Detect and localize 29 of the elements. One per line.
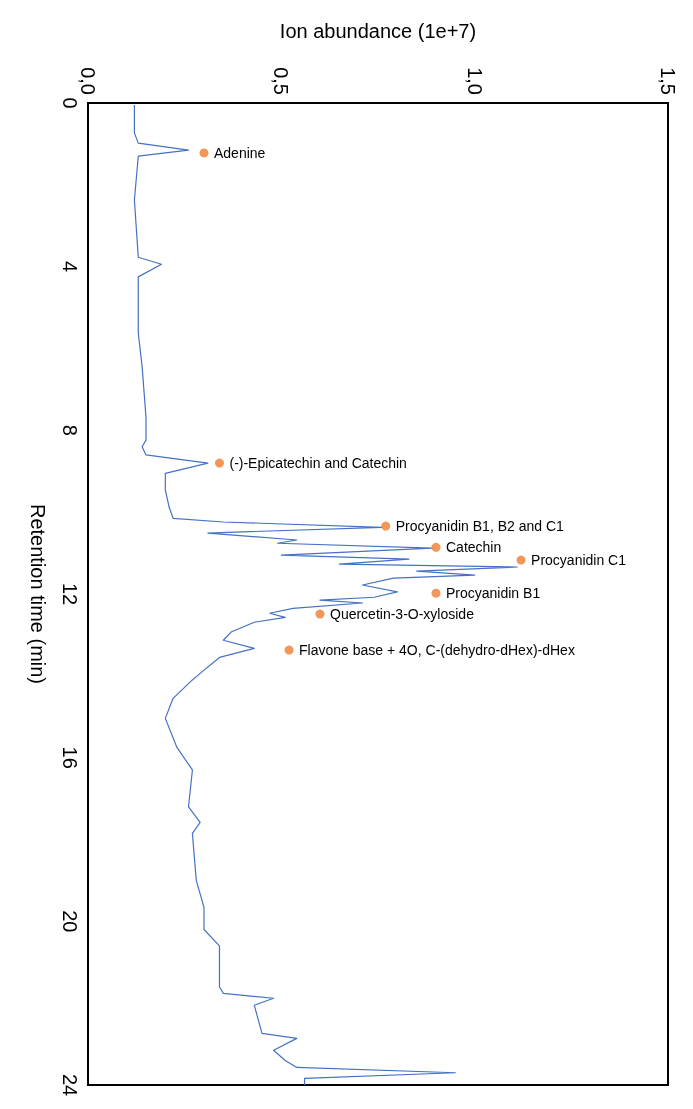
y-tick-label: 24: [59, 1073, 81, 1097]
x2-tick-label: 1,0: [463, 67, 486, 95]
annotation: Procyanidin C1: [531, 552, 627, 569]
point: [381, 521, 391, 531]
y-tick-label: 4: [59, 261, 81, 273]
y-tick-label: 20: [59, 910, 81, 933]
x2-tick-label: 0,5: [270, 67, 293, 95]
annotation: Quercetin-3-O-xyloside: [330, 606, 475, 623]
x2-tick-label: 1,5: [657, 67, 679, 95]
point: [214, 458, 224, 468]
y-axis-title: Retention time (min): [27, 503, 49, 685]
y-tick-label: 16: [59, 746, 81, 769]
point: [431, 542, 441, 552]
x2-axis-title: Ion abundance (1e+7): [279, 20, 477, 42]
point: [431, 588, 441, 598]
x2-tick-label: 0,0: [77, 67, 99, 95]
annotation: (-)-Epicatechin and Catechin: [229, 455, 407, 472]
point: [199, 148, 209, 158]
annotation: Procyanidin B1, B2 and C1: [395, 518, 565, 535]
annotation: Catechin: [446, 539, 502, 556]
y-tick-label: 12: [59, 582, 81, 606]
point: [284, 645, 294, 655]
y-tick-label: 0: [59, 97, 81, 109]
y-tick-label: 8: [59, 424, 81, 436]
annotation: Procyanidin B1: [446, 585, 541, 602]
annotation: Flavone base + 4O, C-(dehydro-dHex)-dHex: [299, 642, 575, 659]
point: [315, 609, 325, 619]
point: [516, 555, 526, 565]
annotation: Adenine: [214, 144, 266, 161]
